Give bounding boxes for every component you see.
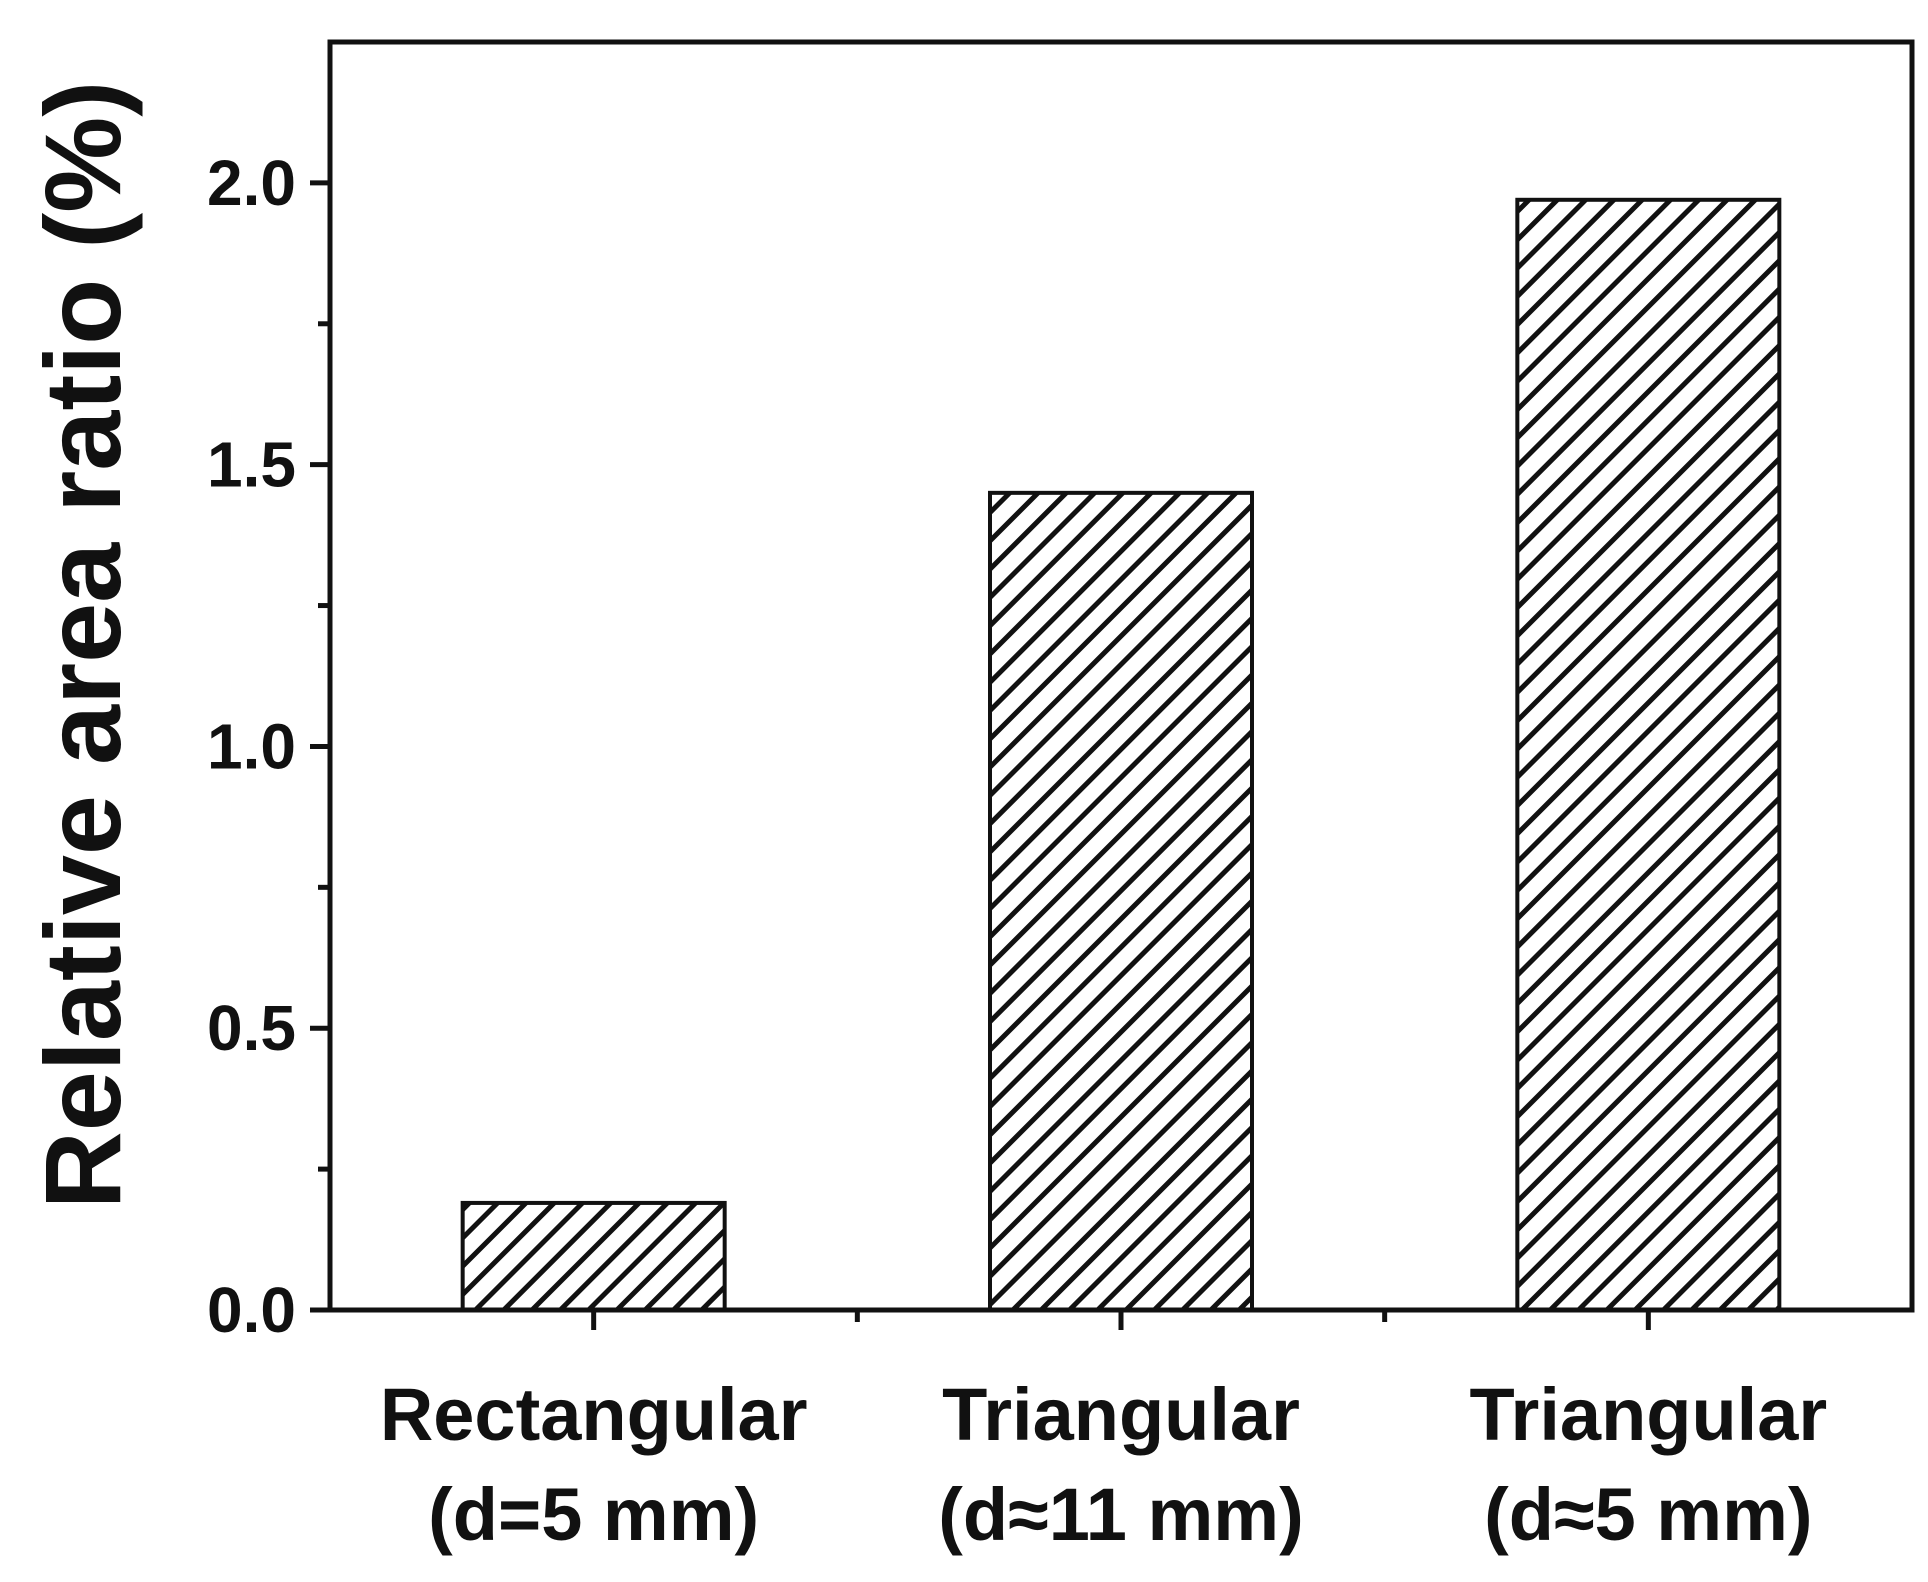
y-tick-label: 1.0 (207, 710, 296, 782)
y-tick-label: 2.0 (207, 147, 296, 219)
y-tick-label: 0.5 (207, 992, 296, 1064)
axes-group (310, 39, 1915, 1330)
y-axis-title: Relative area ratio (%) (22, 81, 143, 1209)
bar-2 (988, 490, 1254, 1313)
y-tick-label: 1.5 (207, 429, 296, 501)
bar-3 (1515, 197, 1782, 1313)
x-category-label: Triangular (942, 1373, 1300, 1456)
bars-group (460, 197, 1782, 1313)
labels-group: 0.0 0.5 1.0 1.5 2.0 Rectangular (d=5 mm) Triang… (207, 147, 1827, 1556)
x-category-label: Rectangular (380, 1373, 808, 1456)
x-category-label: (d=5 mm) (428, 1473, 759, 1556)
x-category-label: (d≈11 mm) (938, 1473, 1303, 1556)
x-category-label: (d≈5 mm) (1484, 1473, 1812, 1556)
x-category-label: Triangular (1469, 1373, 1827, 1456)
bar-1 (460, 1200, 727, 1312)
y-tick-label: 0.0 (207, 1274, 296, 1346)
